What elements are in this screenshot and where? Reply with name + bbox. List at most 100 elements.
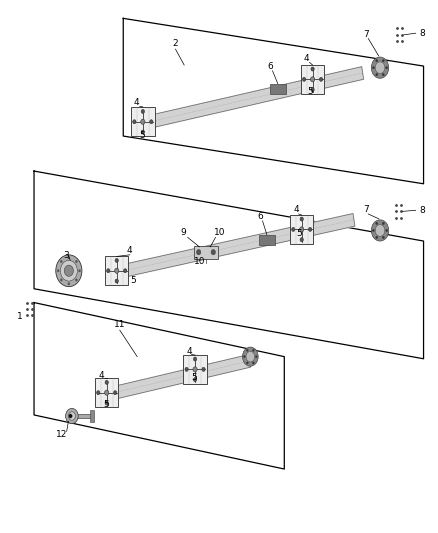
Circle shape xyxy=(97,391,100,395)
Circle shape xyxy=(185,367,188,372)
Text: 4: 4 xyxy=(187,347,192,356)
Circle shape xyxy=(60,261,78,281)
Text: 4: 4 xyxy=(127,246,133,255)
Circle shape xyxy=(300,217,304,221)
Text: 4: 4 xyxy=(99,370,104,379)
Circle shape xyxy=(371,57,389,78)
Bar xyxy=(105,256,128,285)
Circle shape xyxy=(105,401,108,405)
Circle shape xyxy=(292,228,295,231)
Circle shape xyxy=(68,412,75,420)
Circle shape xyxy=(371,220,389,241)
Text: 5: 5 xyxy=(103,400,109,409)
Circle shape xyxy=(105,381,108,384)
Text: 5: 5 xyxy=(307,87,313,96)
Circle shape xyxy=(78,270,81,272)
Circle shape xyxy=(303,77,306,82)
Circle shape xyxy=(124,269,127,273)
Circle shape xyxy=(252,362,254,364)
Circle shape xyxy=(68,256,70,259)
Circle shape xyxy=(311,77,314,82)
Bar xyxy=(194,246,218,259)
Circle shape xyxy=(194,357,197,361)
Bar xyxy=(290,215,314,244)
Circle shape xyxy=(247,362,248,364)
Text: 7: 7 xyxy=(363,205,369,214)
Circle shape xyxy=(372,67,374,69)
Circle shape xyxy=(382,236,384,239)
Circle shape xyxy=(194,378,197,382)
Circle shape xyxy=(247,349,248,351)
Bar xyxy=(259,235,275,245)
Polygon shape xyxy=(113,214,355,279)
Circle shape xyxy=(376,222,378,224)
Circle shape xyxy=(113,391,117,395)
Circle shape xyxy=(196,249,201,255)
Bar xyxy=(131,108,155,136)
Text: 8: 8 xyxy=(419,206,425,215)
Circle shape xyxy=(386,229,388,232)
Text: 5: 5 xyxy=(130,276,136,285)
Text: 9: 9 xyxy=(180,228,186,237)
Circle shape xyxy=(382,74,384,76)
Text: 5: 5 xyxy=(139,131,145,140)
Bar xyxy=(301,65,324,94)
Circle shape xyxy=(141,109,145,114)
Text: 10: 10 xyxy=(214,228,226,237)
Circle shape xyxy=(60,279,62,281)
Circle shape xyxy=(69,414,72,418)
Circle shape xyxy=(56,255,82,287)
Circle shape xyxy=(193,367,197,372)
Polygon shape xyxy=(105,354,251,401)
Circle shape xyxy=(244,356,245,358)
Text: 2: 2 xyxy=(173,39,178,49)
Circle shape xyxy=(382,60,384,62)
Circle shape xyxy=(311,67,314,71)
Text: 5: 5 xyxy=(191,373,197,382)
Text: 1: 1 xyxy=(17,312,22,321)
Circle shape xyxy=(376,74,378,76)
Circle shape xyxy=(311,87,314,92)
Circle shape xyxy=(115,279,118,283)
Circle shape xyxy=(68,282,70,285)
Text: 3: 3 xyxy=(63,252,69,261)
Text: 12: 12 xyxy=(56,430,67,439)
Circle shape xyxy=(66,408,78,424)
Text: 6: 6 xyxy=(258,212,263,221)
Text: 4: 4 xyxy=(303,54,309,62)
Circle shape xyxy=(252,349,254,351)
Circle shape xyxy=(115,259,118,262)
Circle shape xyxy=(150,120,153,124)
Circle shape xyxy=(60,260,62,263)
Text: 11: 11 xyxy=(114,320,126,329)
Text: 4: 4 xyxy=(134,98,139,107)
Circle shape xyxy=(106,269,110,273)
Circle shape xyxy=(300,227,304,232)
Polygon shape xyxy=(138,67,364,131)
Text: 7: 7 xyxy=(363,30,369,39)
Circle shape xyxy=(376,60,378,62)
Circle shape xyxy=(319,77,323,82)
Text: 6: 6 xyxy=(268,62,273,71)
Circle shape xyxy=(133,120,136,124)
Circle shape xyxy=(115,268,119,273)
Circle shape xyxy=(375,224,385,236)
Circle shape xyxy=(75,260,78,263)
Circle shape xyxy=(57,270,59,272)
Bar xyxy=(184,355,207,384)
Text: 10: 10 xyxy=(194,257,205,265)
Circle shape xyxy=(105,390,109,395)
Circle shape xyxy=(382,222,384,224)
Circle shape xyxy=(141,119,145,124)
Circle shape xyxy=(202,367,205,372)
Circle shape xyxy=(376,236,378,239)
Circle shape xyxy=(255,356,257,358)
Circle shape xyxy=(246,351,254,362)
Text: 5: 5 xyxy=(297,229,302,238)
Text: 8: 8 xyxy=(419,29,425,38)
Circle shape xyxy=(375,62,385,74)
Circle shape xyxy=(211,249,215,255)
Circle shape xyxy=(308,228,312,231)
Circle shape xyxy=(243,347,258,366)
Circle shape xyxy=(300,238,304,241)
